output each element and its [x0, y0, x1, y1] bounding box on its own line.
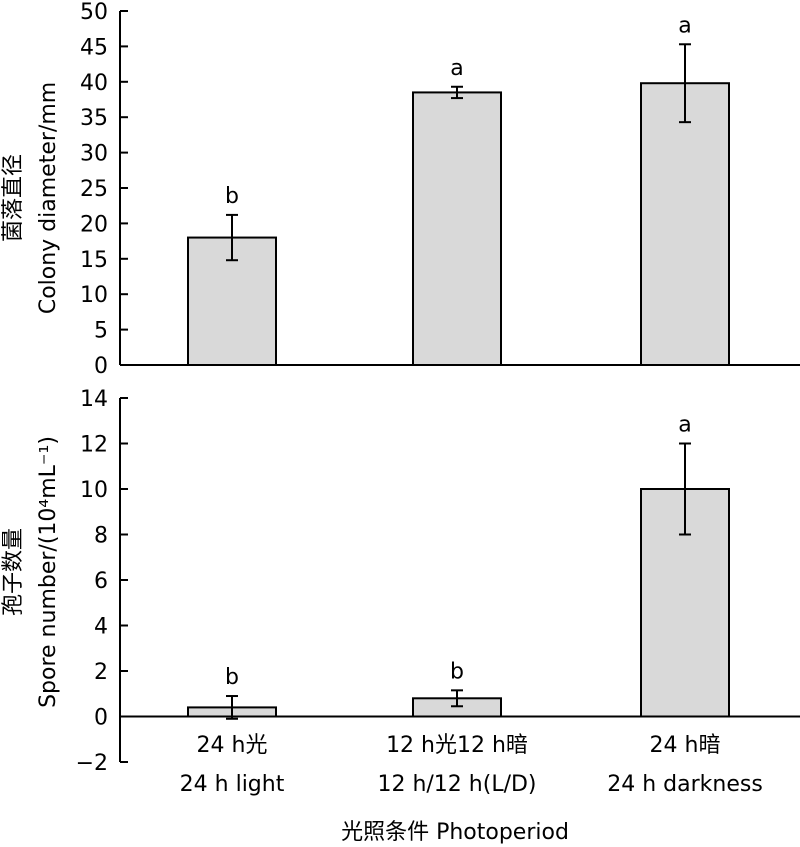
- colony-bar: [640, 82, 730, 366]
- x-category-label-cn: 24 h暗: [650, 733, 721, 758]
- x-category-label-en: 24 h light: [180, 772, 285, 797]
- spore-y-tick-label: 2: [94, 660, 108, 685]
- colony-y-tick-label: 15: [80, 248, 108, 273]
- colony-y-tick-label: 0: [94, 354, 108, 379]
- colony-significance-letter: a: [678, 13, 691, 38]
- spore-ylabel: Spore number/(10⁴mL⁻¹): [36, 436, 61, 708]
- spore-significance-letter: b: [450, 659, 464, 684]
- colony-y-tick-label: 45: [80, 35, 108, 60]
- colony-bar: [412, 91, 502, 366]
- spore-y-tick-label: 14: [80, 387, 108, 412]
- spore-y-tick-label: 6: [94, 569, 108, 594]
- colony-ylabel-cn: 菌落直径: [1, 154, 26, 242]
- colony-ylabel: Colony diameter/mm: [36, 82, 61, 314]
- x-axis-label: 光照条件 Photoperiod: [341, 820, 569, 845]
- colony-significance-letter: b: [225, 184, 239, 209]
- colony-diameter-chart: b a a 0 5 10 15 20 25 30 35 40 45 50 菌落直径 Colony dia…: [1, 0, 800, 379]
- colony-y-tick-label: 10: [80, 283, 108, 308]
- spore-y-tick-label: −2: [76, 751, 108, 776]
- colony-y-tick-label: 5: [94, 319, 108, 344]
- x-category-label-cn: 12 h光12 h暗: [386, 733, 528, 758]
- colony-y-tick-label: 25: [80, 177, 108, 202]
- spore-ylabel-cn: 孢子数量: [1, 528, 26, 616]
- spore-y-tick-label: 8: [94, 524, 108, 549]
- colony-significance-letter: a: [450, 56, 463, 81]
- colony-y-tick-label: 35: [80, 106, 108, 131]
- spore-y-tick-label: 10: [80, 478, 108, 503]
- colony-y-tick-label: 40: [80, 71, 108, 96]
- spore-significance-letter: b: [225, 665, 239, 690]
- spore-y-tick-label: 4: [94, 615, 108, 640]
- colony-y-tick-label: 50: [80, 0, 108, 25]
- spore-y-axis: −2 0 2 4 6 8 10 12 14: [76, 387, 800, 776]
- spore-significance-letter: a: [678, 413, 691, 438]
- spore-number-chart: b b a −2 0 2 4 6 8 10 12 14 孢子数量 Spore number/(10⁴…: [1, 387, 800, 776]
- spore-y-tick-label: 12: [80, 433, 108, 458]
- colony-y-tick-label: 30: [80, 142, 108, 167]
- spore-y-tick-label: 0: [94, 706, 108, 731]
- spore-bars: b b a: [187, 413, 730, 720]
- colony-y-tick-label: 20: [80, 212, 108, 237]
- colony-y-axis: 0 5 10 15 20 25 30 35 40 45 50: [80, 0, 800, 379]
- x-category-label-en: 24 h darkness: [607, 772, 763, 797]
- x-category-label-cn: 24 h光: [197, 733, 268, 758]
- x-category-labels: 24 h光 24 h light 12 h光12 h暗 12 h/12 h(L/D) 2…: [180, 733, 763, 797]
- x-category-label-en: 12 h/12 h(L/D): [377, 772, 536, 797]
- colony-bars: b a a: [187, 13, 730, 366]
